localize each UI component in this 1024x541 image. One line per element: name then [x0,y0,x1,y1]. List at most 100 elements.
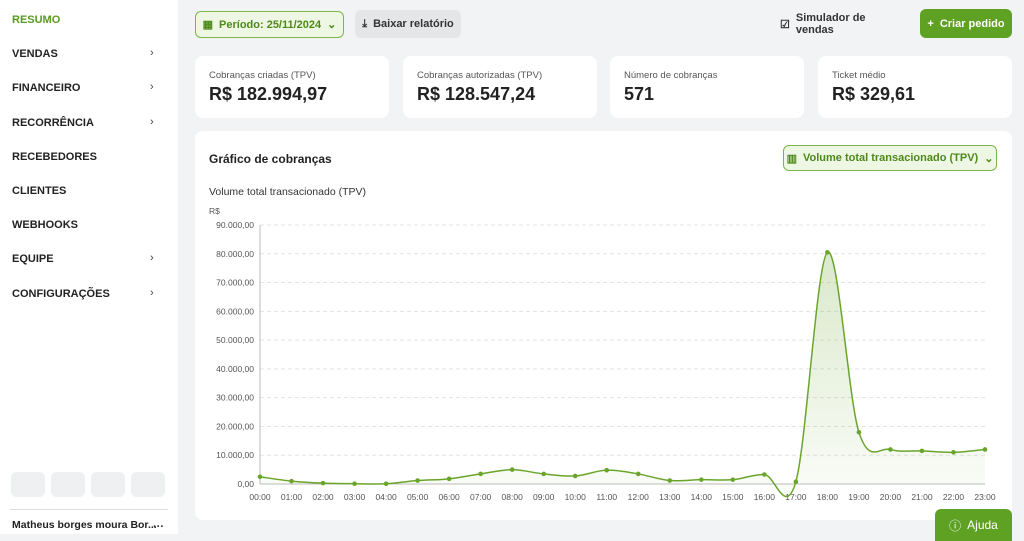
metric-label: Cobranças autorizadas (TPV) [417,70,543,81]
point [383,481,389,487]
point [919,448,925,454]
user-name[interactable]: Matheus borges moura Bor... [12,519,157,531]
metric-label: Cobranças criadas (TPV) [209,70,316,81]
help-button[interactable] [131,472,165,497]
simulator-button[interactable] [91,472,125,497]
metric-selector[interactable]: ▥ Volume total transacionado (TPV) ⌄ [783,145,997,171]
area [260,252,985,497]
help-chat-button[interactable]: ⓘ Ajuda [935,509,1012,541]
x-tick-label: 00:00 [249,492,271,502]
point [572,473,578,479]
point [509,467,515,472]
x-tick-label: 05:00 [407,492,429,502]
point [446,476,452,482]
point [667,478,673,483]
x-tick-label: 04:00 [375,492,397,502]
point [257,474,263,480]
point [982,447,988,452]
metric-card: Cobranças autorizadas (TPV) R$ 128.547,24 [403,56,597,118]
create-order-button[interactable]: + Criar pedido [920,9,1012,38]
metric-value: R$ 182.994,97 [209,84,328,104]
x-tick-label: 17:00 [785,492,807,502]
point [604,467,610,473]
x-tick-label: 02:00 [312,492,334,502]
nav-item[interactable]: RESUMO [12,14,61,26]
apps-button[interactable] [51,472,85,497]
point [825,250,830,255]
point [793,479,799,484]
y-tick-label: 70.000,00 [216,278,254,288]
chevron: › [150,252,154,265]
x-tick-label: 19:00 [848,492,870,502]
x-tick-label: 10:00 [565,492,587,502]
y-tick-label: 10.000,00 [216,450,254,460]
nav-item[interactable]: CLIENTES [12,185,67,197]
download-button[interactable]: ⤓ Baixar relatório [355,10,461,38]
point [541,471,546,477]
y-unit: R$ [209,206,220,216]
nav-item[interactable]: RECORRÊNCIA [12,116,94,129]
nav-item[interactable]: VENDAS [12,48,58,61]
sidebar: Matheus borges moura Bor... ··· RESUMO VE… [0,0,178,534]
metric-card: Cobranças criadas (TPV) R$ 182.994,97 [195,56,389,118]
store-button[interactable] [11,472,45,497]
x-tick-label: 11:00 [596,492,617,502]
point [730,477,736,482]
metric-value: R$ 329,61 [832,84,916,104]
metric-card: Ticket médio R$ 329,61 [818,56,1012,118]
chevron: › [150,81,154,94]
x-tick-label: 01:00 [281,492,303,502]
metric-card: Número de cobranças 571 [610,56,804,118]
point [352,481,357,487]
nav-item[interactable]: WEBHOOKS [12,219,78,232]
chart-card: Gráfico de cobranças ▥ Volume total trans… [195,131,1012,520]
y-tick-label: 40.000,00 [216,364,254,374]
y-tick-label: 30.000,00 [216,393,254,403]
x-tick-label: 14:00 [691,492,713,502]
point [951,450,956,455]
point [762,472,767,477]
y-tick-label: 20.000,00 [216,421,254,431]
chart-subtitle: Volume total transacionado (TPV) [209,186,366,198]
x-tick-label: 03:00 [344,492,366,502]
x-tick-label: 21:00 [911,492,933,502]
x-tick-label: 12:00 [628,492,650,502]
metric-value: R$ 128.547,24 [417,84,536,104]
y-tick-label: 80.000,00 [216,249,254,259]
x-tick-label: 06:00 [438,492,460,502]
x-tick-label: 15:00 [722,492,744,502]
y-tick-label: 60.000,00 [216,306,254,316]
point [888,447,893,452]
point [289,478,294,484]
y-tick-label: 50.000,00 [216,335,254,345]
metric-label: Número de cobranças [624,70,718,81]
point [478,471,483,477]
nav-item[interactable]: RECEBEDORES [12,150,97,163]
point [320,480,326,486]
x-tick-label: 23:00 [974,492,996,502]
point [635,471,641,477]
point [415,478,420,483]
chevron: › [150,286,154,299]
point [856,429,862,435]
nav-item[interactable]: CONFIGURAÇÕES [12,287,110,300]
nav-item[interactable]: EQUIPE [12,253,54,266]
chart: R$ 0,00 10.000,00 20.000,00 30.000,00 40.000… [209,206,996,502]
nav-item[interactable]: FINANCEIRO [12,82,81,95]
chevron: › [150,47,154,60]
x-tick-label: 22:00 [943,492,965,502]
y-tick-label: 0,00 [237,479,254,489]
metric-label: Ticket médio [832,70,886,81]
x-tick-label: 13:00 [659,492,681,502]
x-tick-label: 07:00 [470,492,492,502]
metric-value: 571 [624,84,655,104]
chevron: › [150,115,154,128]
x-tick-label: 20:00 [880,492,902,502]
point [699,477,704,482]
x-tick-label: 16:00 [754,492,776,502]
y-tick-label: 90.000,00 [216,220,254,230]
simulator-link[interactable]: ☑ Simulador de vendas [780,12,866,36]
chart-title: Gráfico de cobranças [209,152,332,166]
period-button[interactable]: ▦ Período: 25/11/2024 ⌄ [195,11,344,38]
